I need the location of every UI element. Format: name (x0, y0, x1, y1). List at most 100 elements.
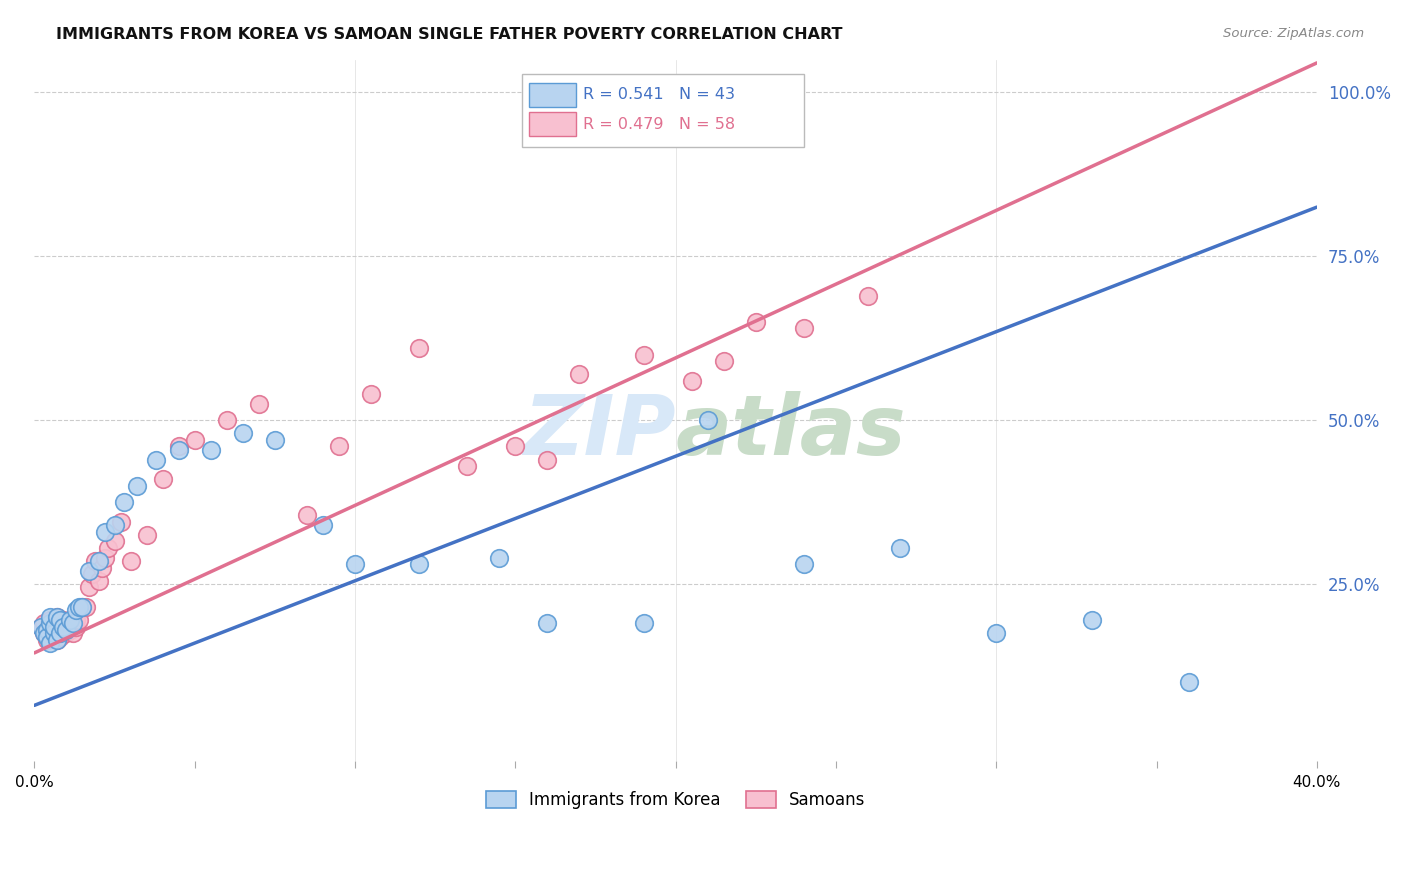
Point (65, 620, 87, 634)
Point (633, 348, 655, 362)
Point (32, 616, 55, 631)
Point (32, 626, 55, 640)
Point (49, 620, 72, 634)
Point (45, 610, 67, 624)
Point (77, 580, 100, 594)
Point (42, 626, 65, 640)
FancyBboxPatch shape (530, 83, 575, 107)
Point (112, 495, 135, 509)
Point (681, 374, 703, 388)
Point (103, 518, 125, 533)
Point (37, 632, 59, 647)
Point (1177, 675, 1199, 690)
Point (39, 616, 62, 631)
Point (343, 558, 366, 572)
Point (49, 630, 72, 644)
Point (360, 387, 382, 401)
Point (49, 613, 72, 627)
Point (49, 626, 72, 640)
Point (110, 515, 132, 529)
Point (408, 558, 430, 572)
Point (39, 610, 62, 624)
Point (84, 554, 107, 568)
Point (215, 413, 238, 427)
Point (200, 442, 222, 457)
Point (65, 603, 87, 617)
Point (80, 567, 103, 582)
Point (55, 626, 77, 640)
Point (986, 626, 1008, 640)
Text: Source: ZipAtlas.com: Source: ZipAtlas.com (1223, 27, 1364, 40)
Point (633, 616, 655, 631)
Point (45, 610, 67, 624)
Point (45, 626, 67, 640)
Point (45, 632, 67, 647)
Point (39, 636, 62, 650)
Point (505, 439, 527, 453)
Point (183, 433, 205, 447)
Point (30, 620, 52, 634)
Point (52, 620, 75, 634)
Point (42, 620, 65, 634)
Point (55, 623, 77, 637)
Point (103, 534, 125, 549)
Point (77, 564, 100, 578)
Point (145, 452, 167, 467)
Point (263, 433, 285, 447)
Point (52, 626, 75, 640)
Point (745, 315, 768, 329)
Point (793, 321, 815, 335)
Point (59, 613, 82, 627)
Point (232, 426, 254, 441)
Point (62, 616, 84, 631)
Point (62, 626, 84, 640)
Point (37, 630, 59, 644)
Point (793, 558, 815, 572)
Point (94, 524, 117, 539)
Point (152, 472, 174, 486)
Point (696, 413, 718, 427)
Point (42, 626, 65, 640)
Point (90, 560, 112, 574)
Point (59, 623, 82, 637)
Point (94, 550, 117, 565)
Point (62, 613, 84, 627)
Point (32, 626, 55, 640)
Point (75, 600, 97, 615)
FancyBboxPatch shape (530, 112, 575, 136)
Point (312, 518, 335, 533)
Text: R = 0.479   N = 58: R = 0.479 N = 58 (583, 117, 735, 132)
Point (72, 600, 94, 615)
Point (45, 632, 67, 647)
Point (328, 439, 350, 453)
Point (536, 616, 558, 631)
Point (408, 341, 430, 355)
Point (42, 620, 65, 634)
Text: atlas: atlas (676, 391, 907, 472)
Point (1081, 613, 1104, 627)
Point (889, 541, 911, 555)
Point (856, 288, 879, 302)
Legend: Immigrants from Korea, Samoans: Immigrants from Korea, Samoans (479, 784, 872, 816)
Point (72, 600, 94, 615)
Point (39, 623, 62, 637)
Text: IMMIGRANTS FROM KOREA VS SAMOAN SINGLE FATHER POVERTY CORRELATION CHART: IMMIGRANTS FROM KOREA VS SAMOAN SINGLE F… (56, 27, 842, 42)
Point (97, 541, 120, 555)
Text: R = 0.541   N = 43: R = 0.541 N = 43 (583, 87, 735, 103)
Point (167, 442, 190, 457)
Point (488, 550, 510, 565)
Point (55, 623, 77, 637)
Point (65, 613, 87, 627)
Point (125, 479, 148, 493)
Point (135, 528, 157, 542)
Point (456, 458, 478, 473)
Point (67, 613, 90, 627)
Point (30, 620, 52, 634)
Point (37, 623, 59, 637)
Point (295, 508, 318, 523)
Point (67, 600, 90, 615)
Point (59, 613, 82, 627)
Point (120, 554, 142, 568)
Point (713, 354, 735, 368)
Point (536, 452, 558, 467)
